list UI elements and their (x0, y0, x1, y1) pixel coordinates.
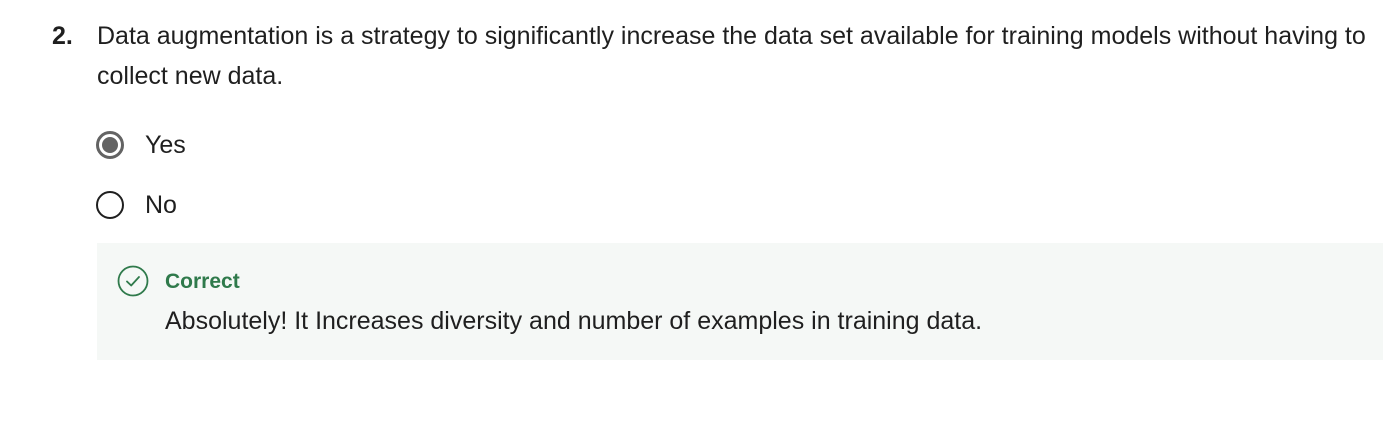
check-circle-icon (117, 265, 149, 297)
question-number: 2. (52, 22, 73, 50)
feedback-status: Correct (165, 270, 240, 293)
option-no[interactable]: No (95, 184, 186, 226)
radio-selected-icon[interactable] (96, 131, 124, 159)
feedback-panel: Correct Absolutely! It Increases diversi… (97, 243, 1383, 360)
answer-options: Yes No (95, 124, 186, 244)
option-yes[interactable]: Yes (95, 124, 186, 166)
option-label: No (145, 191, 177, 219)
radio-unselected-icon[interactable] (96, 191, 124, 219)
question-text: Data augmentation is a strategy to signi… (97, 22, 1366, 90)
option-label: Yes (145, 131, 186, 159)
feedback-message: Absolutely! It Increases diversity and n… (165, 307, 983, 335)
